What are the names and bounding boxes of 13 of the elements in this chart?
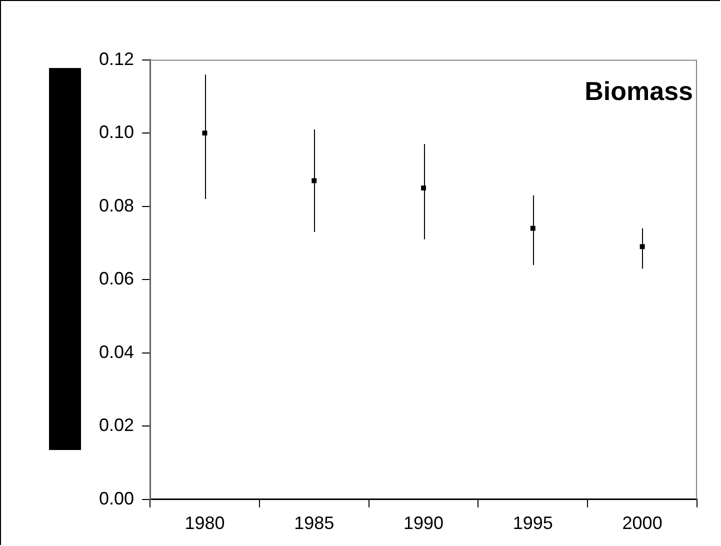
x-tick-label: 1995 [512, 513, 553, 534]
text: Biomass [584, 76, 693, 106]
y-tick-label: 0.06 [98, 268, 134, 289]
y-tick-label: 0.04 [98, 342, 134, 362]
x-tick-label: 1980 [184, 513, 225, 534]
y-tick-label: 0.12 [98, 48, 134, 69]
y-tick-label: 0.00 [98, 488, 134, 508]
x-tick-label: 1985 [294, 513, 334, 534]
y-tick-label: 0.08 [98, 195, 134, 216]
y-tick-label: 0.10 [98, 122, 134, 142]
y-tick-label: 0.02 [98, 415, 134, 436]
x-tick-label: 1990 [403, 513, 444, 534]
x-tick-label: 2000 [622, 513, 662, 534]
